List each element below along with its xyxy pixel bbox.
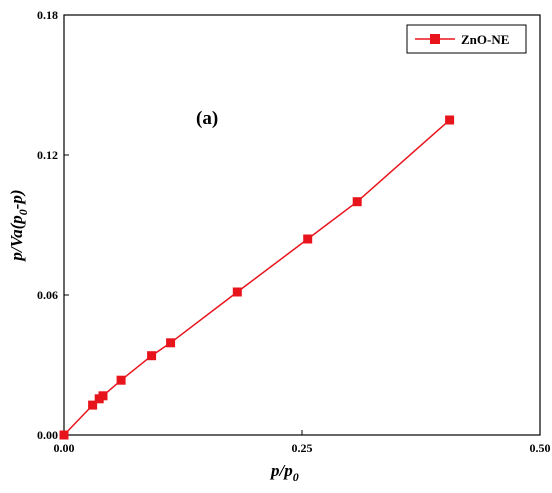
series-ZnO-NE [59, 115, 455, 440]
data-point [352, 197, 362, 207]
y-tick-label: 0.12 [37, 148, 58, 162]
data-point [98, 391, 108, 401]
y-tick-label: 0.06 [37, 288, 58, 302]
legend-box [406, 24, 527, 54]
x-axis-title-subscript: 0 [293, 470, 299, 484]
x-axis-title: p/p0 [269, 461, 299, 484]
x-axis-title-main: p/p [269, 461, 293, 480]
data-point [166, 338, 176, 348]
plot-frame [63, 14, 541, 436]
legend: ZnO-NE [406, 24, 527, 54]
series-line [63, 119, 451, 436]
y-axis-title-part2: -p) [7, 189, 26, 209]
legend-swatch-marker [430, 34, 440, 44]
y-axis-title: p/Va(p0-p) [7, 189, 30, 262]
y-axis-title-subscript: 0 [16, 209, 30, 215]
legend-label: ZnO-NE [461, 32, 509, 47]
x-tick-label: 0.50 [530, 441, 551, 455]
data-point [88, 400, 98, 410]
axes [63, 14, 541, 436]
x-tick-label: 0.00 [54, 441, 75, 455]
data-point [232, 287, 242, 297]
data-point [445, 115, 455, 125]
data-point [116, 375, 126, 385]
data-point [59, 430, 69, 440]
x-tick-label: 0.25 [292, 441, 313, 455]
data-point [303, 234, 313, 244]
y-axis-title-part1: p/Va(p [7, 215, 26, 262]
panel-annotation: (a) [196, 108, 218, 129]
y-tick-label: 0.00 [37, 428, 58, 442]
data-point [147, 351, 157, 361]
ticks: 0.00 0.25 0.50 0.00 0.06 0.12 0.18 [37, 8, 551, 455]
y-tick-label: 0.18 [37, 8, 58, 22]
